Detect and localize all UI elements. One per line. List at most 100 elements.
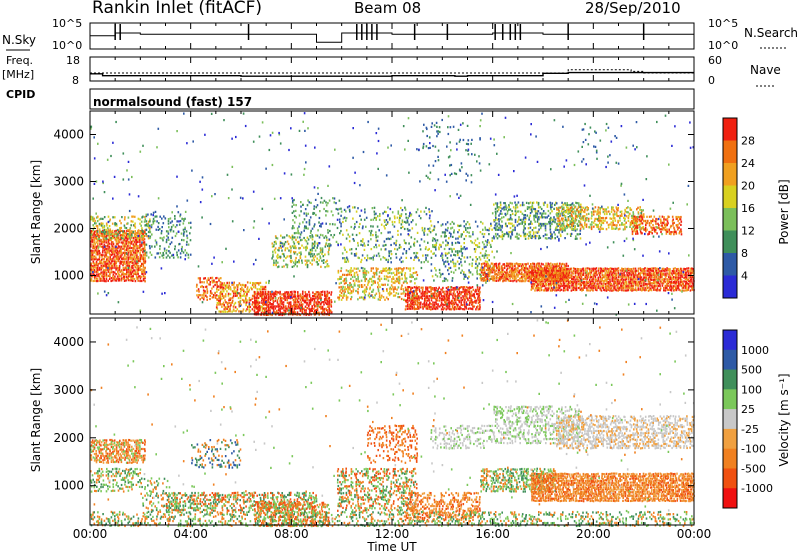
- power-echo: [443, 303, 445, 307]
- power-echo: [397, 286, 400, 289]
- power-echo: [157, 228, 160, 231]
- power-echo: [155, 228, 158, 231]
- power-echo: [411, 297, 413, 300]
- power-echo: [143, 234, 146, 237]
- power-echo: [276, 257, 279, 260]
- power-echo: [482, 266, 485, 269]
- power-echo: [357, 256, 359, 259]
- power-echo: [586, 282, 588, 285]
- power-echo: [199, 277, 201, 280]
- power-echo: [257, 291, 259, 294]
- power-echo: [457, 231, 459, 234]
- power-echo: [438, 268, 441, 271]
- power-echo: [482, 235, 485, 238]
- power-echo: [104, 255, 106, 258]
- power-echo: [294, 301, 297, 304]
- power-echo: [571, 278, 573, 281]
- power-echo: [318, 303, 320, 306]
- power-echo: [478, 256, 481, 259]
- power-echo: [467, 290, 469, 293]
- power-echo: [517, 275, 519, 278]
- power-echo: [498, 269, 501, 272]
- power-echo: [154, 210, 157, 213]
- power-echo: [434, 244, 436, 247]
- power-echo: [146, 235, 148, 238]
- power-echo: [325, 201, 327, 204]
- power-echo: [455, 303, 458, 306]
- power-echo: [96, 267, 99, 270]
- power-echo: [117, 245, 120, 248]
- power-echo: [272, 245, 275, 248]
- power-echo: [97, 253, 99, 256]
- power-echo: [132, 236, 135, 239]
- power-echo: [226, 305, 229, 309]
- power-echo: [141, 262, 143, 265]
- power-echo: [467, 307, 470, 310]
- power-echo: [323, 299, 326, 302]
- power-echo: [500, 271, 503, 274]
- power-echo: [387, 298, 389, 301]
- power-echo: [306, 293, 309, 296]
- power-echo: [427, 248, 429, 251]
- power-echo: [490, 222, 492, 225]
- power-echo: [495, 216, 497, 219]
- power-echo: [410, 291, 412, 294]
- power-echo: [446, 221, 449, 224]
- power-echo: [315, 234, 317, 237]
- power-echo: [426, 233, 429, 236]
- power-echo: [535, 276, 538, 279]
- power-echo: [542, 224, 545, 227]
- power-echo: [551, 218, 553, 221]
- power-echo: [454, 306, 456, 309]
- power-echo: [452, 288, 454, 291]
- power-echo: [413, 241, 416, 244]
- power-echo: [111, 222, 114, 225]
- power-echo: [493, 237, 495, 240]
- power-echo: [289, 251, 292, 254]
- power-echo: [522, 280, 524, 283]
- power-echo: [463, 246, 466, 249]
- power-echo: [500, 275, 502, 279]
- power-echo: [563, 214, 565, 217]
- power-echo: [590, 288, 593, 291]
- power-echo: [476, 266, 479, 269]
- power-echo: [293, 309, 295, 312]
- power-echo: [559, 276, 562, 279]
- power-echo: [348, 273, 351, 276]
- power-echo: [432, 244, 434, 247]
- power-echo: [144, 218, 147, 221]
- power-echo: [389, 290, 391, 293]
- power-echo: [119, 236, 122, 239]
- power-echo: [313, 244, 316, 248]
- power-echo: [111, 260, 113, 263]
- power-echo: [115, 237, 118, 240]
- power-echo: [542, 202, 545, 205]
- power-echo: [404, 274, 406, 277]
- power-echo: [566, 280, 568, 283]
- power-echo: [525, 263, 527, 266]
- power-echo: [475, 262, 477, 265]
- power-echo: [92, 244, 95, 247]
- power-echo: [490, 275, 493, 278]
- power-echo: [249, 299, 252, 302]
- power-echo: [293, 245, 296, 248]
- power-echo: [563, 287, 565, 290]
- power-echo: [221, 282, 223, 285]
- power-echo: [142, 264, 145, 267]
- power-echo: [433, 225, 436, 228]
- power-echo: [528, 277, 531, 280]
- power-echo: [570, 275, 573, 278]
- power-echo: [378, 296, 381, 299]
- power-echo: [252, 286, 255, 289]
- power-echo: [296, 295, 299, 298]
- power-echo: [303, 307, 305, 310]
- power-echo: [476, 288, 479, 291]
- power-echo: [147, 226, 150, 229]
- power-echo: [538, 218, 540, 221]
- power-echo: [287, 291, 290, 294]
- power-echo: [540, 207, 543, 211]
- power-echo: [463, 242, 465, 245]
- power-echo: [594, 288, 597, 291]
- power-echo: [274, 311, 276, 314]
- power-echo: [577, 275, 579, 278]
